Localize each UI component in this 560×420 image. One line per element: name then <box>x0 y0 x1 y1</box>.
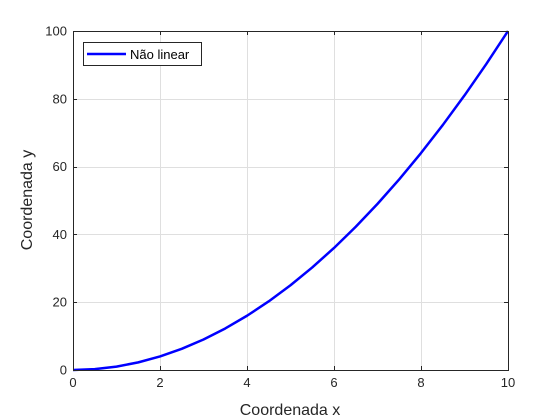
plot-area <box>73 31 508 370</box>
y-tick-label: 60 <box>53 159 67 174</box>
y-tick-label: 40 <box>53 227 67 242</box>
y-axis-label: Coordenada y <box>19 150 36 251</box>
x-tick-label: 6 <box>330 375 337 390</box>
legend-label: Não linear <box>130 47 190 62</box>
ticks <box>73 31 509 371</box>
y-tick-label: 80 <box>53 91 67 106</box>
y-tick-label: 100 <box>45 24 67 39</box>
y-tick-label: 20 <box>53 295 67 310</box>
axes <box>73 31 509 371</box>
x-tick-label: 4 <box>243 375 250 390</box>
series-line <box>72 30 510 372</box>
legend-box <box>83 42 202 66</box>
series-layer <box>72 30 510 372</box>
x-axis-label: Coordenada x <box>240 402 341 419</box>
x-tick-label: 0 <box>69 375 76 390</box>
x-tick-label: 8 <box>417 375 424 390</box>
y-tick-label: 0 <box>60 363 67 378</box>
x-tick-label: 2 <box>156 375 163 390</box>
axes-box <box>73 31 509 371</box>
legend: Não linear <box>83 42 202 66</box>
x-tick-label: 10 <box>501 375 515 390</box>
